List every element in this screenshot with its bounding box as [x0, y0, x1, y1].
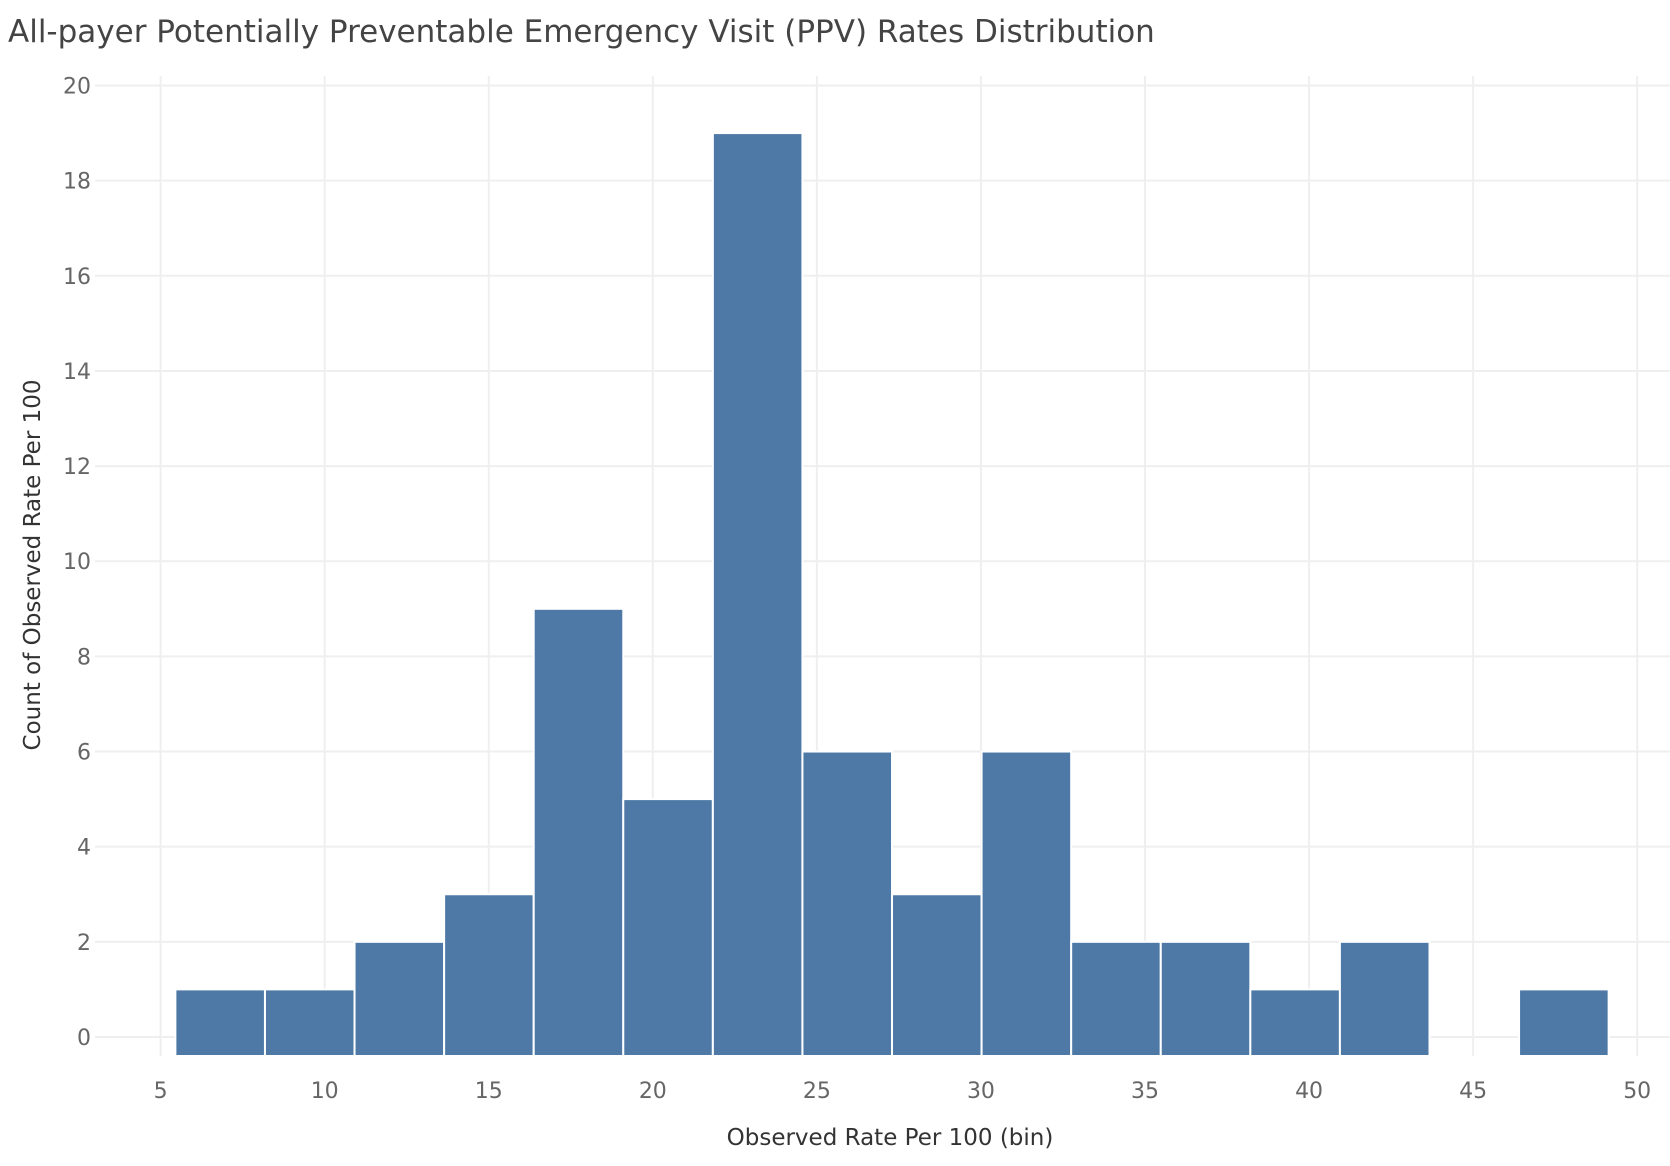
x-tick-label: 30 [967, 1079, 995, 1104]
grid-layer [95, 76, 1670, 1056]
histogram-bar[interactable] [980, 750, 1073, 1058]
x-tick-label: 10 [311, 1079, 339, 1104]
y-tick-label: 12 [63, 455, 91, 480]
y-tick-label: 6 [77, 741, 91, 766]
histogram-bar[interactable] [263, 988, 356, 1058]
x-axis-title: Observed Rate Per 100 (bin) [727, 1125, 1054, 1151]
histogram-bar[interactable] [622, 798, 714, 1058]
ticks-layer: 0 2 4 6 8 10 12 14 16 18 20 5 10 15 20 25 30 35 40 45 50 [63, 75, 1651, 1104]
y-tick-label: 0 [77, 1026, 91, 1051]
x-tick-label: 15 [475, 1079, 503, 1104]
histogram-bar[interactable] [443, 893, 535, 1058]
x-tick-label: 40 [1295, 1079, 1323, 1104]
y-axis-title: Count of Observed Rate Per 100 [20, 380, 46, 751]
chart-title: All-payer Potentially Preventable Emerge… [8, 14, 1155, 50]
histogram-bar[interactable] [353, 940, 446, 1058]
histogram-bar[interactable] [1070, 940, 1162, 1058]
x-tick-label: 20 [639, 1079, 667, 1104]
histogram-bar[interactable] [1249, 988, 1341, 1058]
x-tick-label: 35 [1131, 1079, 1159, 1104]
histogram-bar[interactable] [1338, 940, 1431, 1058]
bars-layer [174, 132, 1610, 1058]
x-tick-label: 50 [1623, 1079, 1651, 1104]
y-tick-label: 8 [77, 645, 91, 670]
y-tick-label: 16 [63, 265, 91, 290]
histogram-bar[interactable] [711, 132, 804, 1057]
y-tick-label: 20 [63, 75, 91, 100]
x-tick-label: 25 [803, 1079, 831, 1104]
histogram-bar[interactable] [174, 988, 266, 1058]
y-tick-label: 10 [63, 550, 91, 575]
y-tick-label: 14 [63, 360, 91, 385]
histogram-bar[interactable] [1159, 940, 1252, 1058]
y-tick-label: 4 [77, 836, 91, 861]
y-tick-label: 2 [77, 931, 91, 956]
histogram-bar[interactable] [891, 893, 983, 1058]
histogram-bar[interactable] [1518, 988, 1610, 1058]
x-tick-label: 5 [154, 1079, 168, 1104]
x-tick-label: 45 [1459, 1079, 1487, 1104]
histogram-bar[interactable] [532, 607, 625, 1058]
y-tick-label: 18 [63, 170, 91, 195]
histogram-bar[interactable] [801, 750, 894, 1058]
